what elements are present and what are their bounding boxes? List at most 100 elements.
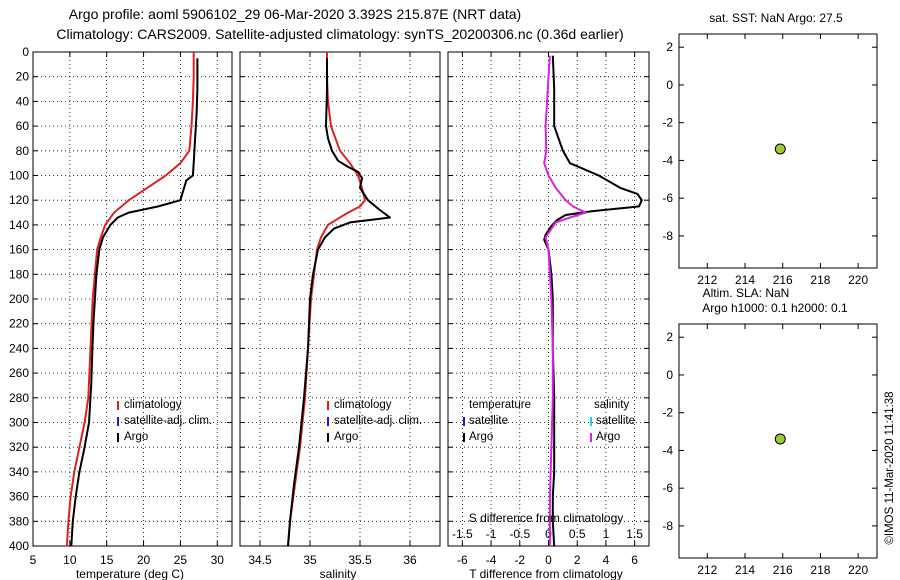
sla-map-panel: Altim. SLA: NaN Argo h1000: 0.1 h2000: 0… [662,286,878,577]
legend-label-argo: Argo [334,431,358,443]
x-tick-label: 34.5 [248,553,272,567]
difference-legend-salinity: salinity satellite Argo [590,399,635,443]
depth-tick-label: 260 [9,366,29,380]
s-difference-tick-label: 1 [603,527,610,541]
depth-tick-label: 240 [9,341,29,355]
lat-tick-label: -8 [662,229,673,243]
lat-tick-label: -4 [662,153,673,167]
salinity-panel: 34.5 35 35.5 36 salinity climatology satell… [239,51,441,580]
depth-tick-label: 400 [9,539,29,553]
t-difference-axis-label: T difference from climatology [469,567,623,580]
sla-map-title: Altim. SLA: NaN [703,286,790,300]
legend-title-temperature: temperature [469,399,531,411]
lat-tick-label: -2 [662,116,673,130]
depth-tick-label: 320 [9,440,29,454]
depth-tick-label: 380 [9,514,29,528]
legend-label-climatology: climatology [124,399,182,411]
depth-tick-label: 280 [9,391,29,405]
difference-series-t-difference-argo- [543,55,643,547]
lat-tick-label: -6 [662,191,673,205]
s-difference-tick-label: 0 [545,527,552,541]
lat-tick-label: 2 [666,330,673,344]
lon-tick-label: 212 [697,273,717,287]
temperature-series-climatology [65,52,195,547]
imos-credit: ©IMOS 11-Mar-2020 11:41:38 [884,391,896,544]
legend-label-t-satellite: satellite [469,415,508,427]
depth-tick-label: 40 [16,94,30,108]
argo-float-position-marker [774,433,786,445]
temperature-series-argo [70,58,199,547]
salinity-x-axis-label: salinity [320,567,357,580]
s-difference-tick-label: -0.5 [509,527,530,541]
lon-tick-label: 218 [810,273,830,287]
x-tick-label: -4 [486,553,497,567]
depth-tick-label: 300 [9,416,29,430]
x-tick-label: 15 [100,553,114,567]
depth-tick-label: 220 [9,317,29,331]
temperature-plot-frame [32,51,233,547]
x-tick-label: 6 [631,553,638,567]
x-tick-label: -2 [514,553,525,567]
difference-legend-temperature: temperature satellite Argo [463,399,531,443]
sla-map-frame [678,323,878,559]
x-tick-label: 0 [545,553,552,567]
depth-tick-label: 60 [16,119,30,133]
lon-tick-label: 216 [773,273,793,287]
temperature-x-axis-label: temperature (deg C) [76,567,184,580]
sst-map-title: sat. SST: NaN Argo: 27.5 [709,11,843,25]
s-difference-tick-label: -1 [486,527,497,541]
depth-tick-label: 180 [9,267,29,281]
legend-label-climatology: climatology [334,399,392,411]
depth-tick-label: 200 [9,292,29,306]
lon-tick-label: 214 [735,273,755,287]
legend-label-satellite: satellite-adj. clim. [124,415,212,427]
figure-title-line2: Climatology: CARS2009. Satellite-adjuste… [56,26,623,42]
s-difference-tick-label: 1.5 [626,527,643,541]
depth-tick-label: 20 [16,70,30,84]
legend-label-satellite: satellite-adj. clim. [334,415,422,427]
legend-label-argo: Argo [124,431,148,443]
lat-tick-label: -2 [662,406,673,420]
s-difference-axis-label: S difference from climatology [469,511,624,525]
sst-map-frame [678,33,878,269]
temperature-panel: 0 20 40 60 80 100 120 140 160 180 200 220 240 260 280 3… [9,45,233,580]
lon-tick-label: 218 [810,563,830,577]
legend-title-salinity: salinity [594,399,629,411]
x-tick-label: 36 [403,553,417,567]
x-tick-label: 20 [137,553,151,567]
sst-map-panel: sat. SST: NaN Argo: 27.5 2 0 -2 -4 -6 -8 212 21… [662,11,878,287]
x-tick-label: 30 [211,553,225,567]
figure-title-line1: Argo profile: aoml 5906102_29 06-Mar-202… [69,6,521,22]
lat-tick-label: 0 [666,368,673,382]
s-difference-tick-label: 0.5 [569,527,586,541]
salinity-legend: climatology satellite-adj. clim. Argo [327,399,422,443]
depth-tick-label: 360 [9,490,29,504]
depth-tick-label: 140 [9,218,29,232]
temperature-legend: climatology satellite-adj. clim. Argo [117,399,212,443]
depth-tick-label: 80 [16,144,30,158]
argo-float-position-marker [774,143,786,155]
lon-tick-label: 214 [735,563,755,577]
x-tick-label: 2 [574,553,581,567]
lat-tick-label: 0 [666,78,673,92]
x-tick-label: -6 [457,553,468,567]
depth-tick-label: 340 [9,465,29,479]
lat-tick-label: 2 [666,40,673,54]
difference-panel: -6 -4 -2 0 2 4 6 -1.5 -1 -0.5 0 0.5 1 1.5 S differenc… [447,51,650,580]
lat-tick-label: -6 [662,481,673,495]
difference-series-s-difference-argo- [543,55,587,546]
legend-label-s-argo: Argo [596,431,620,443]
lat-tick-label: -8 [662,519,673,533]
x-tick-label: 35.5 [348,553,372,567]
x-tick-label: 10 [63,553,77,567]
x-tick-label: 5 [30,553,37,567]
depth-tick-label: 120 [9,193,29,207]
lon-tick-label: 212 [697,563,717,577]
lon-tick-label: 216 [773,563,793,577]
lon-tick-label: 220 [848,273,868,287]
depth-tick-label: 0 [22,45,29,59]
legend-label-s-satellite: satellite [596,415,635,427]
x-tick-label: 4 [603,553,610,567]
legend-label-t-argo: Argo [469,431,493,443]
